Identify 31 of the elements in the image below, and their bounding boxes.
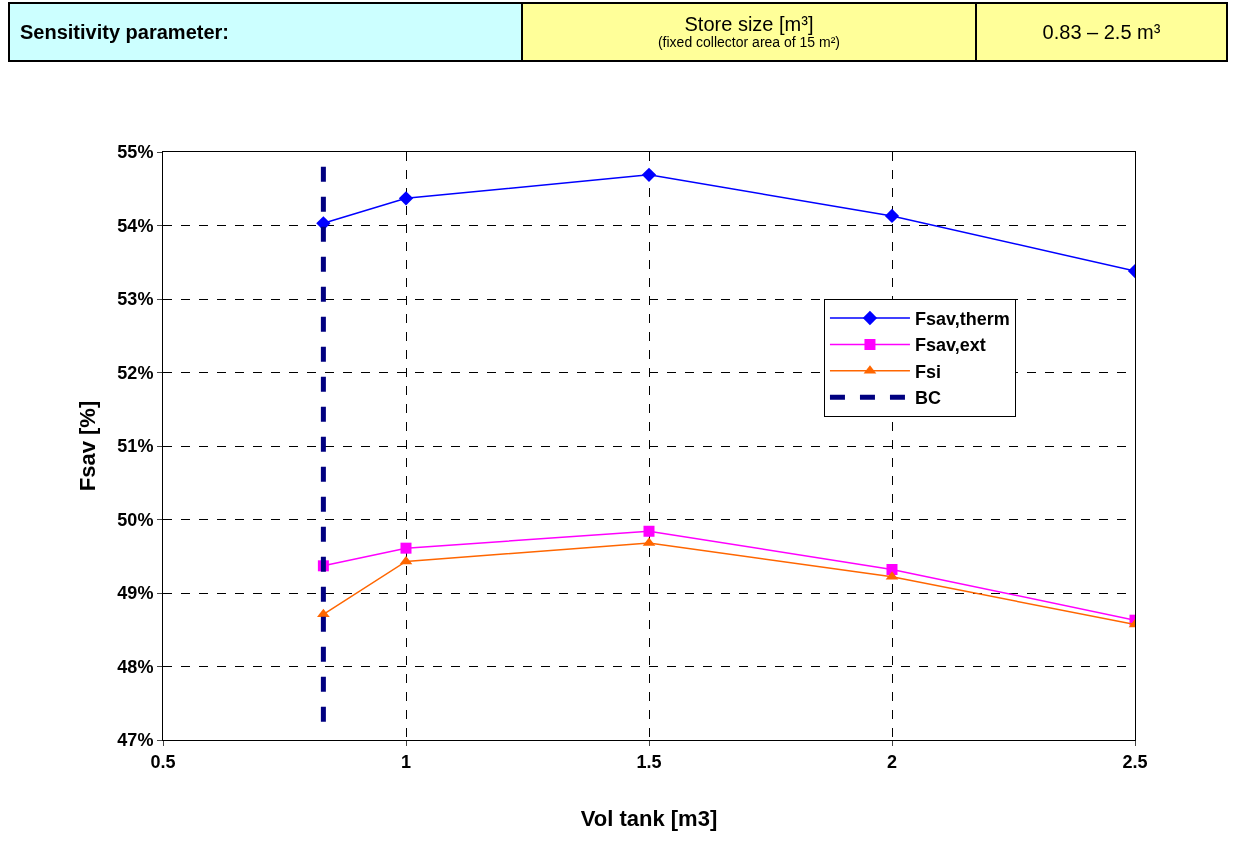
point [884,208,900,224]
y-tick-label: 47% [117,730,154,751]
legend-label: BC [914,388,941,409]
y-tick-label: 48% [117,656,154,677]
x-tick-label: 1.5 [636,751,662,772]
y-tick-label: 49% [117,583,154,604]
point [641,167,657,182]
x-axis-title: Vol tank [m3] [580,806,718,832]
point [399,555,413,565]
point [400,542,412,554]
x-tick-label: 0.5 [150,751,176,772]
point [317,608,330,618]
legend-label: Fsi [914,361,941,382]
y-tick-label: 54% [117,215,154,236]
y-axis-title: Fsav [%] [75,400,101,492]
point [643,525,655,537]
y-tick-label: 53% [117,289,154,310]
y-tick-label: 50% [117,509,154,530]
y-tick-label: 51% [117,436,154,457]
text: (fixed collector area of 15 m²) [657,34,841,51]
legend-label: Fsav,therm [914,309,1010,330]
text: Sensitivity parameter: [9,3,522,61]
y-tick-label: 55% [117,142,154,163]
point [398,191,414,206]
text: 0.83 – 2.5 m³ [976,3,1227,61]
x-tick-label: 1 [400,751,412,772]
x-tick-label: 2.5 [1122,751,1148,772]
point [886,563,898,575]
x-tick-label: 2 [886,751,898,772]
legend-label: Fsav,ext [914,335,986,356]
y-tick-label: 52% [117,362,154,383]
